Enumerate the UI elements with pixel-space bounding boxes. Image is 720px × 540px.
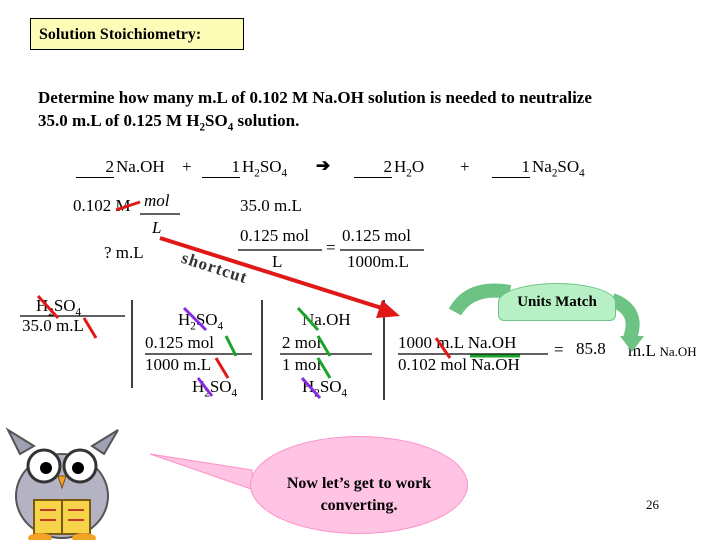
- result-equals: =: [554, 340, 564, 359]
- units-match-badge: Units Match: [498, 283, 616, 321]
- question-line-1: Determine how many m.L of 0.102 M Na.OH …: [38, 88, 592, 107]
- callout-line-2: converting.: [320, 497, 398, 514]
- reaction-arrow-icon: ➔: [316, 156, 331, 175]
- question-text: Determine how many m.L of 0.102 M Na.OH …: [38, 86, 698, 139]
- fraction-2-denominator: 1000m.L: [347, 252, 409, 271]
- chain-col1-bot: 1000 m.L: [145, 355, 212, 374]
- chain-col3-top: 1000 m.L Na.OH: [398, 333, 517, 352]
- molarity-L: L: [152, 218, 162, 237]
- equation-term-3: 2 H2O: [354, 157, 424, 179]
- coefficient-3: 2: [354, 157, 392, 178]
- fraction-2-numerator: 0.125 mol: [342, 226, 411, 245]
- cancel-slash-col1-mid: [224, 335, 238, 357]
- callout-line-1: Now let’s get to work: [286, 475, 432, 492]
- cancel-slash-col3-top: [434, 337, 452, 359]
- cancel-slash-col2-bot: [316, 357, 332, 379]
- shortcut-arrow-shaft: [159, 236, 389, 312]
- cancel-slash-h2so4-top: [36, 294, 60, 320]
- units-match-arrowhead-icon: [620, 336, 644, 352]
- given-volume: 35.0 m.L: [240, 196, 302, 215]
- cancel-slash-col1-top: [182, 306, 208, 332]
- cancel-slash-col1-last: [196, 377, 214, 397]
- coefficient-4: 1: [492, 157, 530, 178]
- chain-col1-top: H2SO4: [178, 310, 224, 333]
- coefficient-2: 1: [202, 157, 240, 178]
- chain-col0-bottom: 35.0 m.L: [22, 316, 84, 335]
- cancel-slash-ml-bottom: [82, 317, 98, 339]
- question-line-2: 35.0 m.L of 0.125 M H2SO4 solution.: [38, 111, 300, 134]
- unknown-volume: ? m.L: [104, 243, 144, 262]
- slide-title: Solution Stoichiometry:: [30, 18, 244, 50]
- chain-col0-top: H2SO4: [36, 296, 82, 319]
- owl-reading-icon: [5, 427, 119, 540]
- callout-tail: [150, 453, 255, 491]
- cancel-slash-col2-top: [296, 306, 320, 332]
- page-number: 26: [646, 497, 659, 512]
- fraction-1-denominator: L: [272, 252, 283, 271]
- equation-term-2: 1 H2SO4: [202, 157, 287, 179]
- molarity-mol: mol: [144, 191, 170, 210]
- fraction-1-numerator: 0.125 mol: [240, 226, 309, 245]
- shortcut-arrow-icon: [376, 300, 400, 318]
- cancel-slash-col2-mid: [316, 335, 332, 357]
- fraction-equals: =: [326, 238, 336, 257]
- chain-col1-mid: 0.125 mol: [145, 333, 214, 352]
- chain-col2-mid: 2 mol: [282, 333, 322, 352]
- cancel-slash-molarity: [115, 200, 141, 212]
- equation-plus-1: +: [182, 157, 192, 176]
- chain-col3-bot: 0.102 mol Na.OH: [398, 355, 520, 374]
- chain-col2-bot: 1 mol: [282, 355, 322, 374]
- coefficient-1: 2: [76, 157, 114, 178]
- cancel-slash-col2-last: [300, 376, 322, 400]
- speech-bubble: Now let’s get to work converting.: [250, 436, 468, 534]
- units-match-arrow-right: [609, 293, 640, 341]
- units-match-arrow-left: [448, 283, 512, 316]
- equation-term-1: 2 Na.OH: [76, 157, 165, 178]
- result-value: 85.8: [576, 339, 606, 358]
- equation-plus-2: +: [460, 157, 470, 176]
- cancel-slash-col1-bot: [214, 357, 230, 379]
- equation-term-4: 1 Na2SO4: [492, 157, 585, 179]
